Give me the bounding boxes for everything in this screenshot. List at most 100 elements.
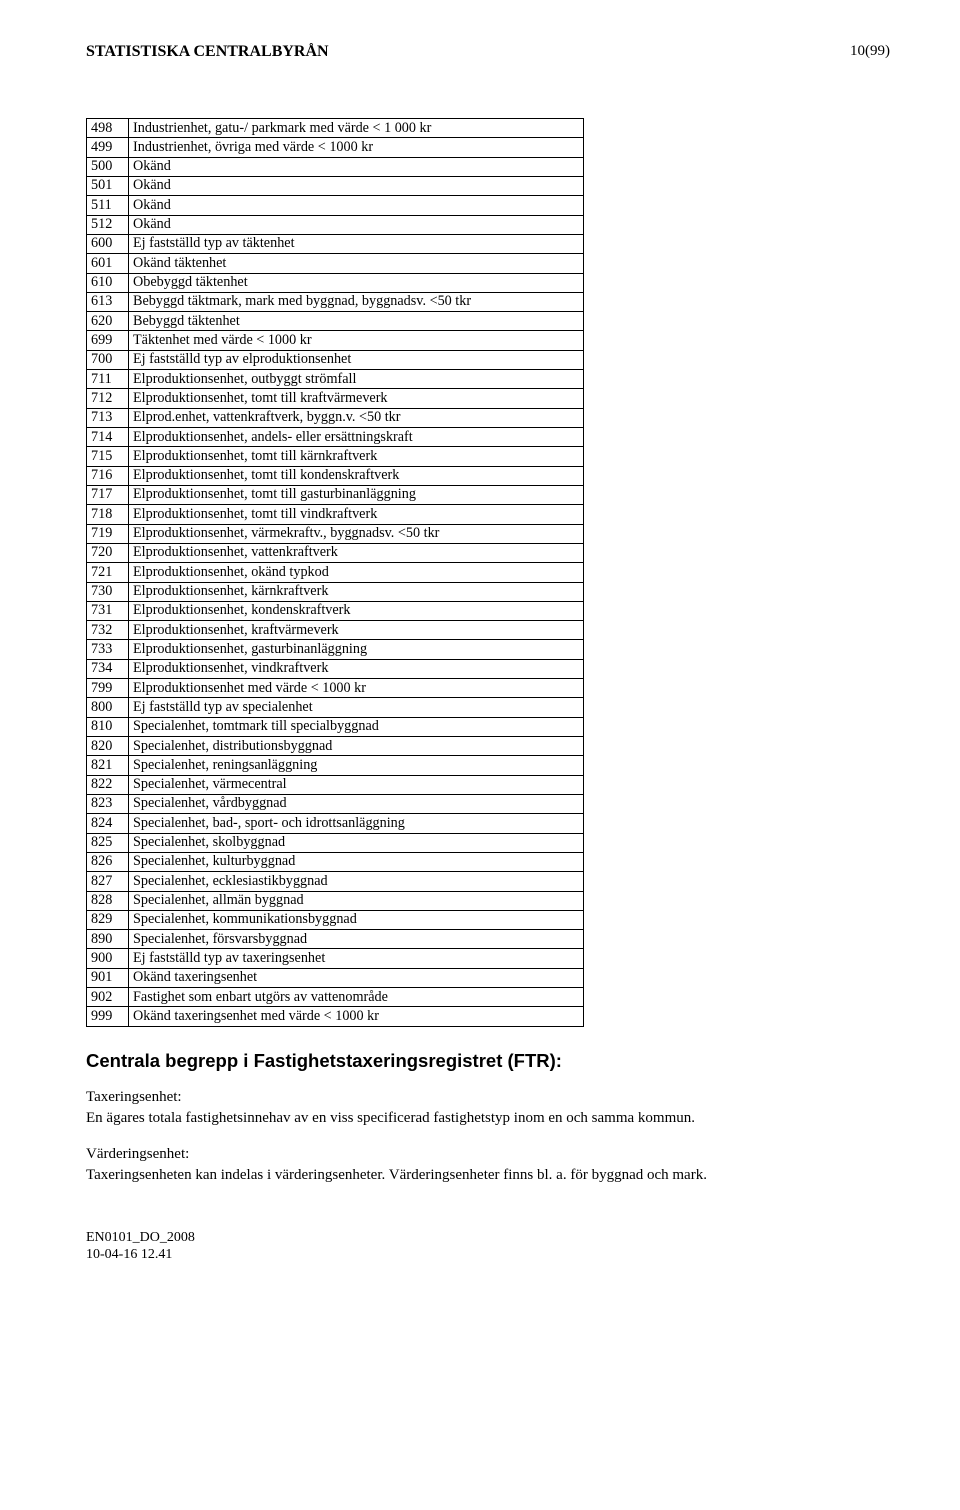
desc-cell: Elproduktionsenhet, vattenkraftverk	[129, 543, 584, 562]
table-row: 825Specialenhet, skolbyggnad	[87, 833, 584, 852]
code-cell: 800	[87, 698, 129, 717]
table-row: 730Elproduktionsenhet, kärnkraftverk	[87, 582, 584, 601]
code-cell: 721	[87, 563, 129, 582]
table-row: 820Specialenhet, distributionsbyggnad	[87, 737, 584, 756]
desc-cell: Fastighet som enbart utgörs av vattenomr…	[129, 988, 584, 1007]
block2-title: Värderingsenhet:	[86, 1145, 890, 1164]
footer-timestamp: 10-04-16 12.41	[86, 1246, 890, 1264]
code-cell: 823	[87, 794, 129, 813]
desc-cell: Specialenhet, värmecentral	[129, 775, 584, 794]
desc-cell: Specialenhet, kulturbyggnad	[129, 852, 584, 871]
code-cell: 713	[87, 408, 129, 427]
table-row: 500Okänd	[87, 157, 584, 176]
code-cell: 700	[87, 350, 129, 369]
code-cell: 719	[87, 524, 129, 543]
table-row: 824Specialenhet, bad-, sport- och idrott…	[87, 814, 584, 833]
table-row: 610Obebyggd täktenhet	[87, 273, 584, 292]
table-row: 821Specialenhet, reningsanläggning	[87, 756, 584, 775]
desc-cell: Obebyggd täktenhet	[129, 273, 584, 292]
desc-cell: Elproduktionsenhet, kondenskraftverk	[129, 601, 584, 620]
code-cell: 827	[87, 872, 129, 891]
block2-body: Taxeringsenheten kan indelas i värdering…	[86, 1166, 890, 1185]
footer-doc-id: EN0101_DO_2008	[86, 1229, 890, 1247]
codes-table: 498Industrienhet, gatu-/ parkmark med vä…	[86, 118, 584, 1027]
desc-cell: Specialenhet, allmän byggnad	[129, 891, 584, 910]
desc-cell: Okänd taxeringsenhet med värde < 1000 kr	[129, 1007, 584, 1026]
table-row: 711Elproduktionsenhet, outbyggt strömfal…	[87, 370, 584, 389]
desc-cell: Elproduktionsenhet, okänd typkod	[129, 563, 584, 582]
table-row: 799Elproduktionsenhet med värde < 1000 k…	[87, 679, 584, 698]
page-number: 10(99)	[850, 42, 890, 62]
table-row: 822Specialenhet, värmecentral	[87, 775, 584, 794]
desc-cell: Okänd	[129, 176, 584, 195]
desc-cell: Okänd taxeringsenhet	[129, 968, 584, 987]
code-cell: 810	[87, 717, 129, 736]
code-cell: 822	[87, 775, 129, 794]
page-footer: EN0101_DO_2008 10-04-16 12.41	[86, 1229, 890, 1264]
desc-cell: Elproduktionsenhet, tomt till vindkraftv…	[129, 505, 584, 524]
code-cell: 999	[87, 1007, 129, 1026]
table-row: 721Elproduktionsenhet, okänd typkod	[87, 563, 584, 582]
table-row: 699Täktenhet med värde < 1000 kr	[87, 331, 584, 350]
table-row: 620Bebyggd täktenhet	[87, 312, 584, 331]
block1-body: En ägares totala fastighetsinnehav av en…	[86, 1109, 890, 1128]
block1-title: Taxeringsenhet:	[86, 1088, 890, 1107]
table-row: 902Fastighet som enbart utgörs av vatten…	[87, 988, 584, 1007]
desc-cell: Elproduktionsenhet, tomt till kraftvärme…	[129, 389, 584, 408]
table-row: 719Elproduktionsenhet, värmekraftv., byg…	[87, 524, 584, 543]
table-row: 827Specialenhet, ecklesiastikbyggnad	[87, 872, 584, 891]
code-cell: 826	[87, 852, 129, 871]
code-cell: 511	[87, 196, 129, 215]
desc-cell: Elproduktionsenhet, kärnkraftverk	[129, 582, 584, 601]
table-row: 800Ej fastställd typ av specialenhet	[87, 698, 584, 717]
section-heading: Centrala begrepp i Fastighetstaxeringsre…	[86, 1049, 890, 1072]
desc-cell: Elproduktionsenhet, outbyggt strömfall	[129, 370, 584, 389]
desc-cell: Specialenhet, bad-, sport- och idrottsan…	[129, 814, 584, 833]
table-row: 810Specialenhet, tomtmark till specialby…	[87, 717, 584, 736]
desc-cell: Ej fastställd typ av täktenhet	[129, 234, 584, 253]
code-cell: 613	[87, 292, 129, 311]
code-cell: 902	[87, 988, 129, 1007]
code-cell: 498	[87, 119, 129, 138]
code-cell: 620	[87, 312, 129, 331]
desc-cell: Industrienhet, övriga med värde < 1000 k…	[129, 138, 584, 157]
table-row: 511Okänd	[87, 196, 584, 215]
code-cell: 821	[87, 756, 129, 775]
org-name: STATISTISKA CENTRALBYRÅN	[86, 42, 329, 62]
desc-cell: Specialenhet, vårdbyggnad	[129, 794, 584, 813]
code-cell: 799	[87, 679, 129, 698]
table-row: 601Okänd täktenhet	[87, 254, 584, 273]
desc-cell: Elproduktionsenhet med värde < 1000 kr	[129, 679, 584, 698]
table-row: 901Okänd taxeringsenhet	[87, 968, 584, 987]
code-cell: 699	[87, 331, 129, 350]
code-cell: 711	[87, 370, 129, 389]
desc-cell: Specialenhet, skolbyggnad	[129, 833, 584, 852]
desc-cell: Specialenhet, kommunikationsbyggnad	[129, 910, 584, 929]
code-cell: 732	[87, 621, 129, 640]
desc-cell: Specialenhet, försvarsbyggnad	[129, 930, 584, 949]
table-row: 613Bebyggd täktmark, mark med byggnad, b…	[87, 292, 584, 311]
code-cell: 500	[87, 157, 129, 176]
desc-cell: Täktenhet med värde < 1000 kr	[129, 331, 584, 350]
desc-cell: Okänd	[129, 196, 584, 215]
desc-cell: Elproduktionsenhet, tomt till gasturbina…	[129, 485, 584, 504]
code-cell: 734	[87, 659, 129, 678]
code-cell: 901	[87, 968, 129, 987]
table-row: 712Elproduktionsenhet, tomt till kraftvä…	[87, 389, 584, 408]
code-cell: 731	[87, 601, 129, 620]
table-row: 829Specialenhet, kommunikationsbyggnad	[87, 910, 584, 929]
table-row: 826Specialenhet, kulturbyggnad	[87, 852, 584, 871]
desc-cell: Bebyggd täktenhet	[129, 312, 584, 331]
table-row: 890Specialenhet, försvarsbyggnad	[87, 930, 584, 949]
table-row: 823Specialenhet, vårdbyggnad	[87, 794, 584, 813]
table-row: 499Industrienhet, övriga med värde < 100…	[87, 138, 584, 157]
table-row: 600Ej fastställd typ av täktenhet	[87, 234, 584, 253]
desc-cell: Specialenhet, ecklesiastikbyggnad	[129, 872, 584, 891]
code-cell: 714	[87, 428, 129, 447]
code-cell: 820	[87, 737, 129, 756]
desc-cell: Elproduktionsenhet, vindkraftverk	[129, 659, 584, 678]
code-cell: 730	[87, 582, 129, 601]
table-row: 731Elproduktionsenhet, kondenskraftverk	[87, 601, 584, 620]
desc-cell: Elproduktionsenhet, tomt till kärnkraftv…	[129, 447, 584, 466]
table-row: 498Industrienhet, gatu-/ parkmark med vä…	[87, 119, 584, 138]
